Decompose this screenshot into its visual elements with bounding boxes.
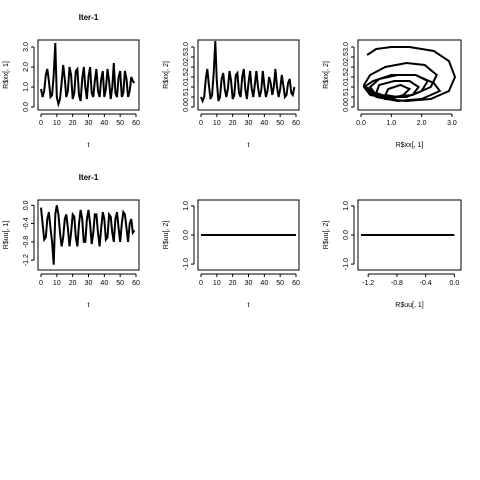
y-axis-label: R$xx[, 2] xyxy=(323,61,330,89)
x-tick-label: 0 xyxy=(199,280,203,287)
x-tick-label: 20 xyxy=(69,120,77,127)
x-tick-label: 30 xyxy=(245,280,253,287)
x-tick-label: 10 xyxy=(53,280,61,287)
x-tick-label: 0.0 xyxy=(356,120,366,127)
x-tick-label: 1.0 xyxy=(386,120,396,127)
x-axis-label: t xyxy=(88,302,90,309)
x-tick-label: 60 xyxy=(132,280,140,287)
plot-frame xyxy=(197,199,300,271)
y-tick-label: 2.0 xyxy=(343,62,350,72)
y-tick-label: -0.4 xyxy=(23,217,30,229)
chart-panel-3: 0.0 1.0 2.0 3.0R$xx[, 1]0.00.51.01.52.02.53… xyxy=(323,39,462,149)
y-tick-label: 2.0 xyxy=(23,62,30,72)
x-tick-label: 30 xyxy=(85,280,93,287)
chart-panel-6: -1.2 -0.8 -0.4 0.0 R$uu[, 1] -1.0 0.0 1.0 R$uu[,… xyxy=(323,199,462,309)
x-axis-label: t xyxy=(248,142,250,149)
x-tick-label: 0 xyxy=(199,120,203,127)
plot-frame xyxy=(37,39,140,111)
x-tick-label: 20 xyxy=(69,280,77,287)
y-axis-label: R$uu[, 2] xyxy=(163,221,170,249)
series-line xyxy=(362,46,457,103)
y-tick-label: 1.0 xyxy=(183,82,190,92)
y-tick-label: -1.2 xyxy=(23,254,30,266)
y-tick-label: 3.0 xyxy=(183,42,190,52)
x-tick-label: 0.0 xyxy=(450,280,460,287)
x-tick-label: 40 xyxy=(100,120,108,127)
plot-frame xyxy=(357,199,462,271)
chart-panel-4: Iter-1 0 10 20 30 40 50 60 t -1.2 -0.8 -0.4 0.0 R$uu[… xyxy=(3,173,140,309)
y-tick-label: 1.0 xyxy=(23,82,30,92)
y-axis-label: R$xx[, 2] xyxy=(163,61,170,89)
y-tick-label: 1.0 xyxy=(183,201,190,211)
y-tick-label: -0.8 xyxy=(23,236,30,248)
chart-title: Iter-1 xyxy=(79,173,99,182)
y-tick-label: 1.0 xyxy=(343,82,350,92)
y-tick-label: 0.0 xyxy=(23,102,30,112)
x-tick-label: 40 xyxy=(260,280,268,287)
x-axis-label: t xyxy=(88,142,90,149)
y-tick-label: 0.0 xyxy=(183,102,190,112)
x-tick-label: 10 xyxy=(213,280,221,287)
y-tick-label: 1.5 xyxy=(343,72,350,82)
plot-frame xyxy=(357,39,462,111)
x-tick-label: 40 xyxy=(260,120,268,127)
x-tick-label: 60 xyxy=(292,120,300,127)
x-tick-label: 30 xyxy=(245,120,253,127)
x-tick-label: 20 xyxy=(229,120,237,127)
x-tick-label: 2.0 xyxy=(417,120,427,127)
x-tick-label: 0 xyxy=(39,280,43,287)
x-tick-label: -1.2 xyxy=(362,280,374,287)
y-tick-label: 3.0 xyxy=(23,42,30,52)
y-tick-label: 2.5 xyxy=(183,52,190,62)
y-tick-label: 0.0 xyxy=(343,230,350,240)
x-axis-label: t xyxy=(248,302,250,309)
chart-title: Iter-1 xyxy=(79,13,99,22)
x-tick-label: 60 xyxy=(292,280,300,287)
x-tick-label: 50 xyxy=(116,280,124,287)
x-tick-label: 0 xyxy=(39,120,43,127)
x-tick-label: 20 xyxy=(229,280,237,287)
y-tick-label: 3.0 xyxy=(343,42,350,52)
y-axis-label: R$uu[, 2] xyxy=(323,221,330,249)
y-axis-label: R$uu[, 1] xyxy=(3,221,10,249)
x-tick-label: 50 xyxy=(116,120,124,127)
y-tick-label: 2.5 xyxy=(343,52,350,62)
x-tick-label: 10 xyxy=(53,120,61,127)
x-tick-label: 60 xyxy=(132,120,140,127)
x-tick-label: 50 xyxy=(276,120,284,127)
y-tick-label: -1.0 xyxy=(183,258,190,270)
x-tick-label: -0.8 xyxy=(391,280,403,287)
plot-frame xyxy=(197,39,300,111)
series-line xyxy=(40,42,136,108)
x-tick-label: 3.0 xyxy=(447,120,457,127)
y-axis-label: R$xx[, 1] xyxy=(3,61,10,89)
y-tick-label: 0.0 xyxy=(343,102,350,112)
series-line xyxy=(200,40,296,104)
y-tick-label: -1.0 xyxy=(343,258,350,270)
chart-panel-5: 0 10 20 30 40 50 60 t -1.0 0.0 1.0 R$uu[, 2] xyxy=(163,199,300,309)
y-tick-label: 2.0 xyxy=(183,62,190,72)
y-tick-label: 1.0 xyxy=(343,201,350,211)
chart-panel-1: Iter-1 0 10 20 30 40 50 60 t 0.0 1.0 2.0 3.0 R$xx[, 1… xyxy=(3,13,140,149)
y-tick-label: 0.0 xyxy=(23,200,30,210)
y-tick-label: 0.5 xyxy=(343,92,350,102)
x-axis-label: R$xx[, 1] xyxy=(396,142,424,149)
y-tick-label: 0.0 xyxy=(183,230,190,240)
x-tick-label: 50 xyxy=(276,280,284,287)
x-tick-label: 40 xyxy=(100,280,108,287)
x-tick-label: -0.4 xyxy=(420,280,432,287)
plot-frame xyxy=(37,199,140,271)
x-tick-label: 30 xyxy=(85,120,93,127)
chart-panel-2: 0 10 20 30 40 50 60 t 0.00.51.01.52.02.53.0 R$xx[… xyxy=(163,39,300,149)
x-tick-label: 10 xyxy=(213,120,221,127)
y-tick-label: 0.5 xyxy=(183,92,190,102)
series-line xyxy=(40,205,136,265)
y-tick-label: 1.5 xyxy=(183,72,190,82)
x-axis-label: R$uu[, 1] xyxy=(395,302,423,309)
